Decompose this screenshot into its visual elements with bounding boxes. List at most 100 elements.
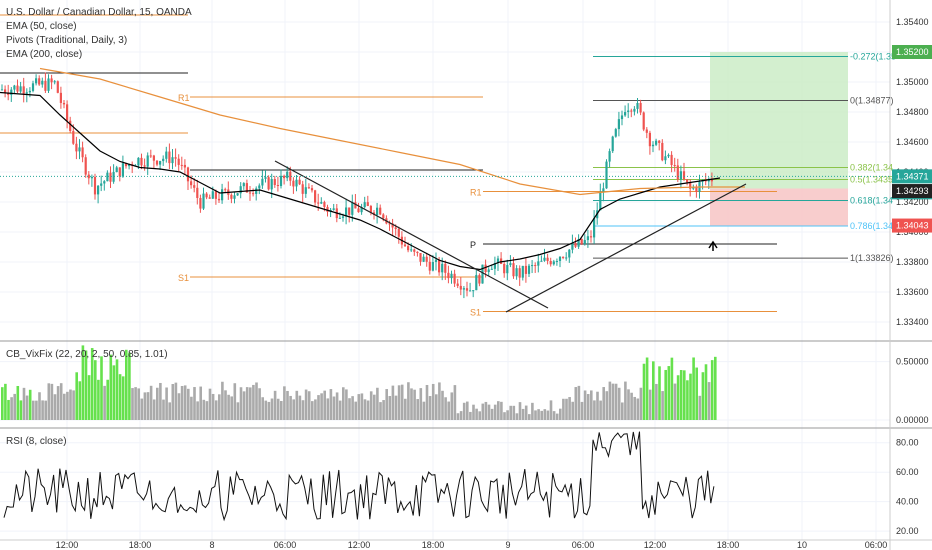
candle-body xyxy=(571,243,574,250)
vix-bar xyxy=(84,350,88,420)
vix-bar xyxy=(710,360,714,420)
pivots-legend[interactable]: Pivots (Traditional, Daily, 3) xyxy=(6,35,128,46)
vix-bar xyxy=(695,367,698,420)
candle-body xyxy=(152,155,155,161)
vix-bar xyxy=(574,387,578,420)
candle-body xyxy=(28,90,31,93)
vix-bar xyxy=(47,383,51,420)
vix-bar xyxy=(177,393,181,420)
vix-bar xyxy=(652,361,655,420)
candle-body xyxy=(47,78,50,91)
candle-body xyxy=(261,178,264,186)
candle-body xyxy=(13,85,16,90)
candle-body xyxy=(93,176,97,195)
candle-body xyxy=(518,268,521,278)
candle-body xyxy=(289,171,292,181)
candle-body xyxy=(397,228,400,237)
vix-bar xyxy=(431,383,435,420)
candle-body xyxy=(304,187,307,194)
vix-bar xyxy=(509,405,512,420)
vix-bar xyxy=(369,391,373,420)
candle-body xyxy=(366,202,369,207)
ema200-line xyxy=(39,67,745,196)
vix-bar xyxy=(162,399,165,420)
candle-body xyxy=(608,151,611,162)
fib-level-label: 0.382(1.34 xyxy=(850,163,893,173)
candle-body xyxy=(410,249,413,251)
candle-body xyxy=(403,244,407,247)
vix-bar xyxy=(453,385,457,420)
vix-bar xyxy=(128,352,131,420)
vix-bar xyxy=(586,394,590,420)
vix-bar xyxy=(661,391,664,420)
vix-bar xyxy=(22,387,26,420)
vix-bar xyxy=(131,388,134,420)
vix-bar xyxy=(648,389,652,420)
vix-bar xyxy=(490,408,494,420)
vix-bar xyxy=(469,411,472,420)
fib-level-label: 0(1.34877) xyxy=(850,95,894,105)
vix-bar xyxy=(335,392,339,420)
candle-body xyxy=(475,274,478,291)
candle-body xyxy=(186,167,190,182)
candle-body xyxy=(100,183,103,186)
vix-bar xyxy=(459,411,463,420)
candle-body xyxy=(555,261,558,263)
rsi-tick-label: 20.00 xyxy=(896,526,919,536)
vix-tick-label: 0.50000 xyxy=(896,357,929,367)
vix-bar xyxy=(63,393,66,420)
candle-body xyxy=(636,102,639,109)
price-tick-label: 1.33400 xyxy=(896,317,929,327)
candle-body xyxy=(648,132,651,147)
candle-body xyxy=(710,178,713,182)
candle-body xyxy=(695,187,698,192)
candle-body xyxy=(66,104,69,121)
time-tick-label: 12:00 xyxy=(56,540,79,550)
vix-bar xyxy=(692,357,695,420)
candle-body xyxy=(407,246,410,251)
time-tick-label: 10 xyxy=(797,540,807,550)
candle-body xyxy=(180,164,183,166)
price-tick-label: 1.34200 xyxy=(896,197,929,207)
candle-body xyxy=(174,157,177,159)
vix-tick-label: 0.00000 xyxy=(896,415,929,425)
candle-body xyxy=(19,86,22,92)
candle-body xyxy=(233,195,236,199)
ema50-legend[interactable]: EMA (50, close) xyxy=(6,21,77,32)
vix-bar xyxy=(524,405,528,420)
candle-body xyxy=(351,202,354,215)
pivot-label: R1 xyxy=(178,93,190,103)
vix-bar xyxy=(621,402,624,420)
candle-body xyxy=(118,167,121,177)
vix-bar xyxy=(679,370,683,420)
candle-body xyxy=(75,143,78,152)
vix-bar xyxy=(152,399,156,420)
candle-body xyxy=(62,102,66,105)
vix-bar xyxy=(165,387,168,420)
vix-bar xyxy=(103,385,106,420)
fib-level-label: -0.272(1.35 xyxy=(850,52,896,62)
symbol-title[interactable]: U.S. Dollar / Canadian Dollar, 15, OANDA xyxy=(6,7,192,18)
vix-bar xyxy=(701,372,705,420)
vix-bar xyxy=(636,398,640,420)
rsi-label[interactable]: RSI (8, close) xyxy=(6,436,67,447)
vix-bar xyxy=(307,391,311,420)
fib-level-label: 0.5(1.3435 xyxy=(850,175,893,185)
candle-body xyxy=(317,202,320,204)
vix-bar xyxy=(379,402,382,420)
vix-bar xyxy=(577,385,581,420)
vix-bar xyxy=(583,390,587,420)
vix-bar xyxy=(230,396,233,420)
candle-body xyxy=(205,193,208,198)
candle-body xyxy=(574,243,577,247)
vixfix-label[interactable]: CB_VixFix (22, 20, 2, 50, 0.85, 1.01) xyxy=(6,349,168,360)
ema200-legend[interactable]: EMA (200, close) xyxy=(6,49,83,60)
candle-body xyxy=(171,157,174,164)
vix-bar xyxy=(593,400,596,420)
candle-body xyxy=(580,239,583,244)
vix-bar xyxy=(444,397,447,420)
candle-body xyxy=(490,268,493,270)
vix-bar xyxy=(422,401,426,420)
vix-bar xyxy=(16,385,20,420)
